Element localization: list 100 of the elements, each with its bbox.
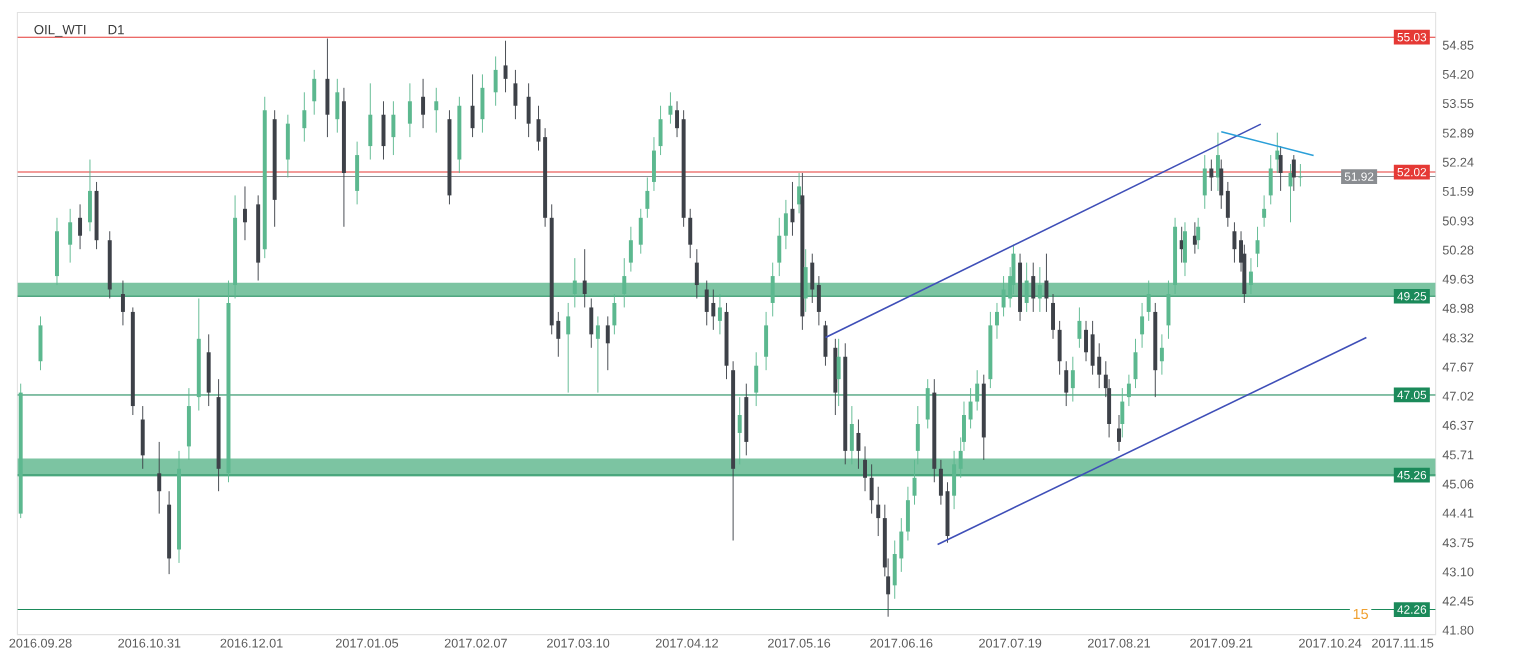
candlestick xyxy=(1117,414,1121,452)
candlestick xyxy=(355,140,360,205)
candlestick xyxy=(120,279,125,326)
candlestick xyxy=(612,293,617,335)
candlestick xyxy=(925,378,930,429)
candlestick xyxy=(513,69,518,120)
candlestick xyxy=(1001,275,1006,317)
candlestick xyxy=(869,463,874,514)
candlestick xyxy=(1024,261,1029,313)
candlestick xyxy=(658,105,663,156)
candlestick xyxy=(770,261,775,317)
candlestick xyxy=(744,383,749,456)
candlestick xyxy=(605,315,610,371)
candlestick xyxy=(526,82,531,138)
candlestick xyxy=(1232,221,1237,263)
candlestick xyxy=(186,387,191,461)
candlestick xyxy=(1126,374,1131,407)
candlestick xyxy=(421,78,426,129)
candlestick xyxy=(849,405,854,465)
candlestick xyxy=(952,450,957,510)
candlestick xyxy=(1140,302,1145,349)
candlestick xyxy=(905,486,910,541)
candlestick xyxy=(206,333,211,407)
candlestick xyxy=(823,320,828,366)
candlestick xyxy=(1262,194,1267,228)
candlestick xyxy=(595,315,600,393)
candlestick xyxy=(391,100,396,156)
candlestick xyxy=(157,441,162,514)
candlestick xyxy=(810,253,815,304)
candlestick xyxy=(863,445,868,492)
candlestick xyxy=(622,257,627,308)
candlestick xyxy=(645,176,650,219)
candlestick xyxy=(493,55,498,107)
candlestick xyxy=(764,311,769,371)
candlestick xyxy=(836,338,841,407)
candlestick xyxy=(737,396,742,465)
candlestick xyxy=(78,203,83,250)
candlestick xyxy=(1097,342,1102,389)
candlestick xyxy=(876,486,881,537)
candlestick xyxy=(1146,279,1151,322)
candlestick xyxy=(243,185,247,241)
candlestick xyxy=(833,338,838,416)
candlestick xyxy=(434,87,439,133)
candlestick xyxy=(975,369,980,411)
candlestick xyxy=(1037,266,1042,313)
candlestick xyxy=(1166,279,1171,340)
candlestick xyxy=(87,158,92,232)
candlestick xyxy=(717,293,722,335)
candlestick xyxy=(1070,356,1075,402)
candlestick xyxy=(1077,306,1082,349)
candlestick xyxy=(285,114,290,178)
candlestick xyxy=(503,40,508,93)
candlestick xyxy=(312,69,317,115)
candlestick xyxy=(754,351,759,407)
candlestick xyxy=(651,136,656,192)
candlestick xyxy=(470,73,475,138)
candlestick xyxy=(1255,226,1260,268)
candlestick xyxy=(1248,257,1253,295)
candlestick xyxy=(1031,261,1036,313)
candlestick xyxy=(688,208,693,259)
candlestick xyxy=(1268,154,1273,205)
candlestick xyxy=(777,217,782,277)
candlestick xyxy=(1209,158,1214,192)
candlestick xyxy=(68,208,73,263)
candlestick xyxy=(1084,320,1088,362)
candlestick xyxy=(856,418,861,470)
candlestick xyxy=(628,226,633,272)
candlestick xyxy=(783,199,788,250)
candlestick xyxy=(302,91,307,142)
candlestick xyxy=(335,78,340,133)
candlestick xyxy=(325,37,330,138)
candlestick xyxy=(582,248,587,308)
candlestick xyxy=(480,73,485,133)
candlestick xyxy=(1275,131,1280,174)
candlestick xyxy=(1120,387,1125,438)
candlestick xyxy=(407,82,412,138)
candlestick xyxy=(704,279,709,326)
candlestick xyxy=(638,208,643,254)
candlestick xyxy=(668,91,673,124)
candlestick xyxy=(711,288,716,331)
candlestick xyxy=(892,539,897,600)
candlestick xyxy=(994,302,999,340)
candlestick xyxy=(1057,320,1062,375)
candlestick xyxy=(1196,217,1201,250)
candlestick xyxy=(1219,158,1224,210)
candlestick xyxy=(1202,154,1207,210)
candlestick xyxy=(566,302,571,393)
candlestick xyxy=(1044,253,1049,313)
candlestick xyxy=(589,297,594,349)
candlestick xyxy=(55,217,59,286)
candlestick xyxy=(803,248,808,313)
candlestick xyxy=(1159,333,1164,375)
candlestick xyxy=(572,257,577,308)
candlestick xyxy=(368,82,373,160)
candlestick xyxy=(140,405,145,470)
candlestick xyxy=(1278,145,1283,192)
candlestick xyxy=(1064,360,1069,407)
candlestick xyxy=(1051,293,1056,340)
candlestick xyxy=(694,248,699,299)
candlestick xyxy=(1090,320,1095,375)
